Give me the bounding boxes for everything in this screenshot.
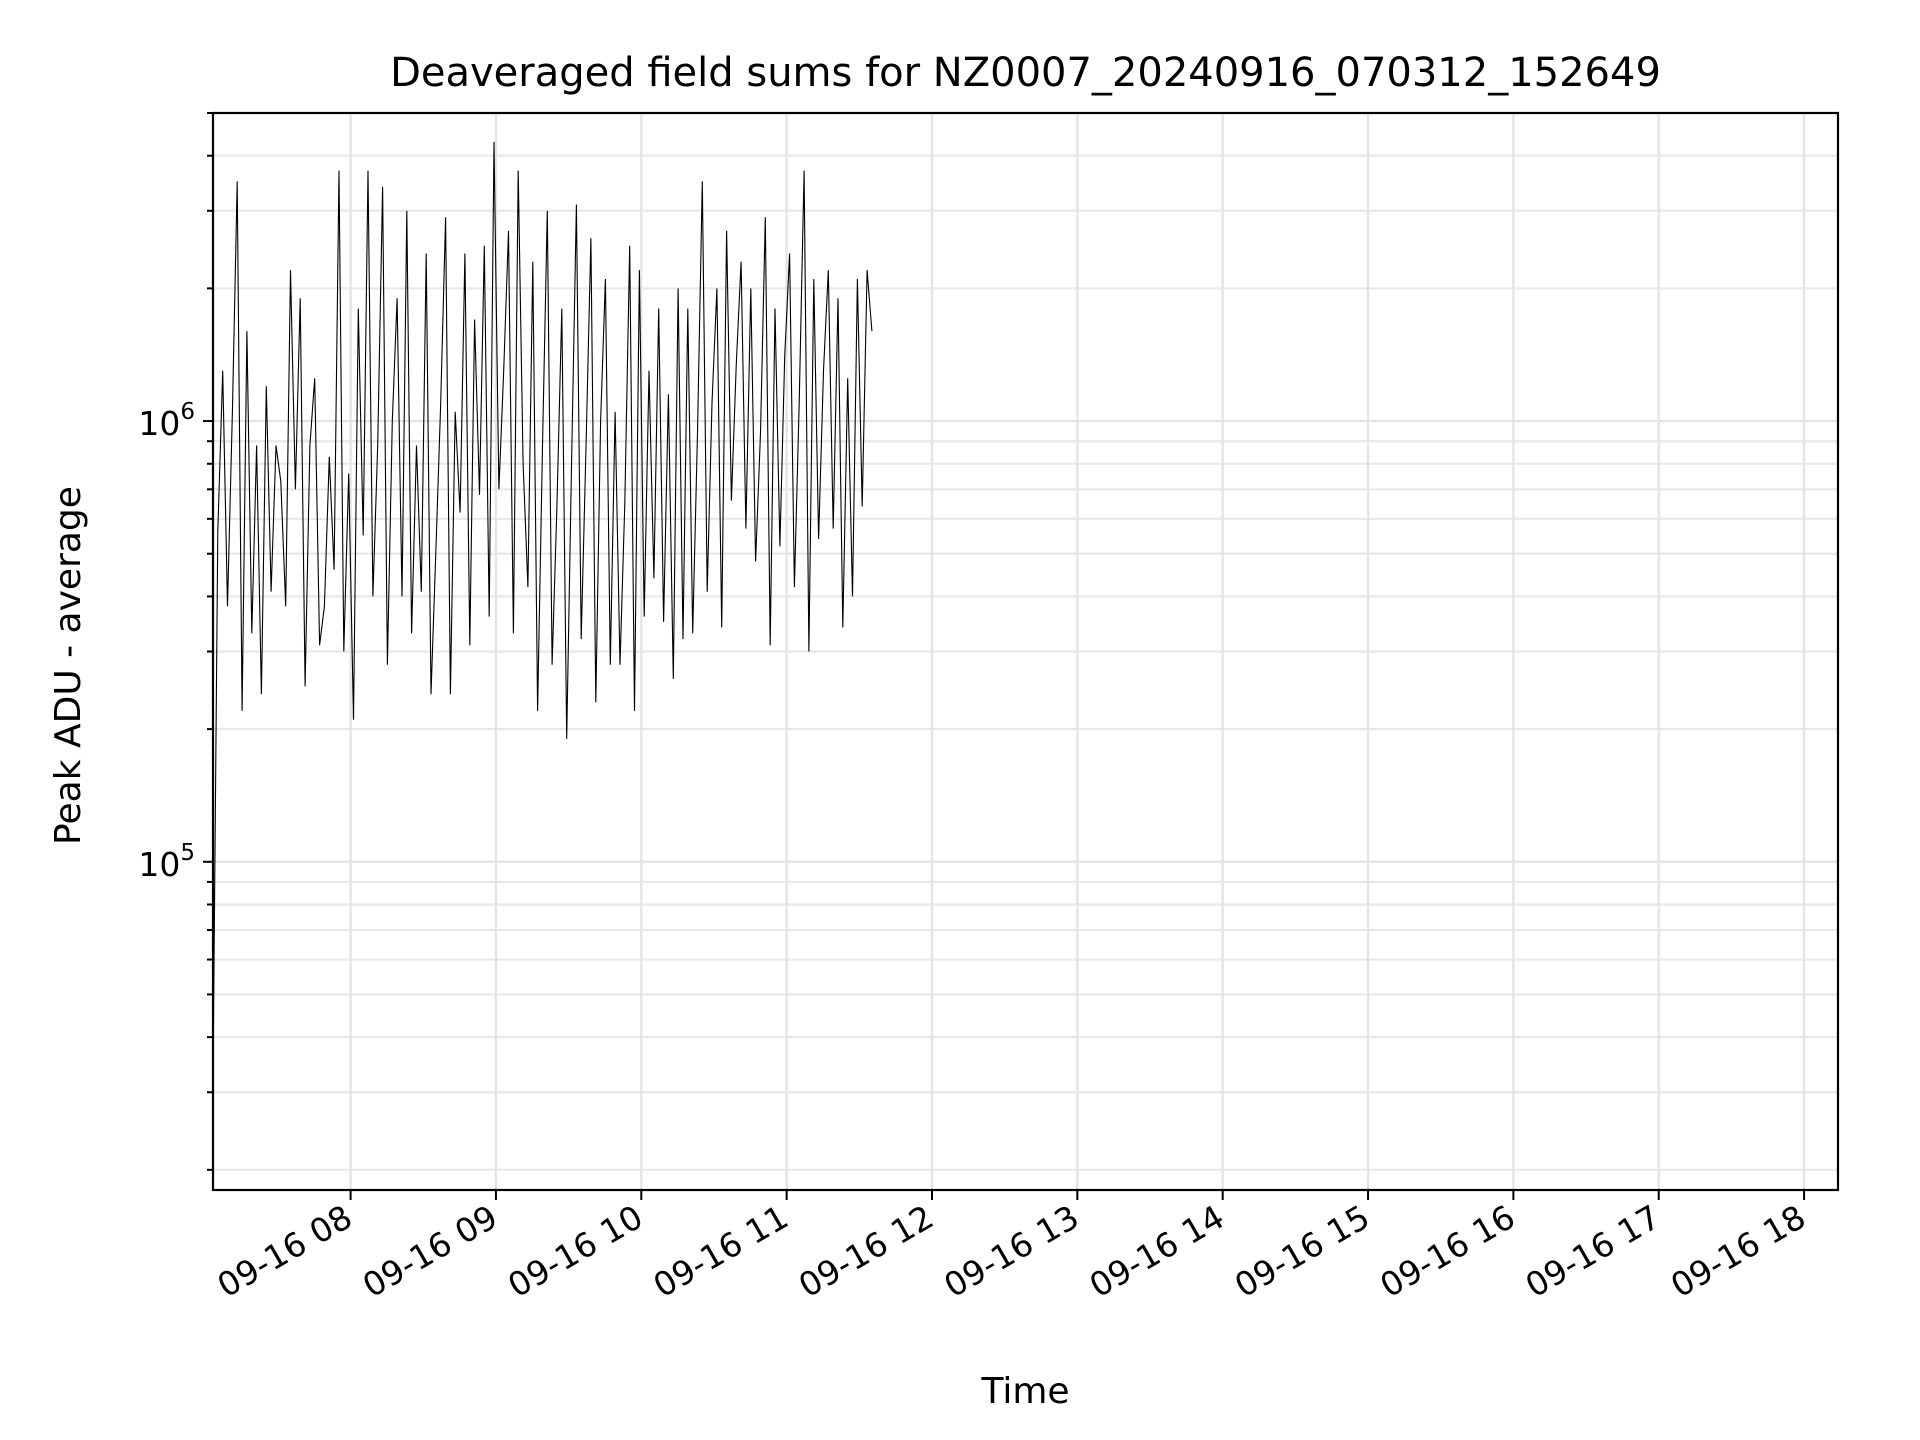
chart-title: Deaveraged field sums for NZ0007_2024091… [390, 50, 1661, 96]
x-tick-label: 09-16 18 [1664, 1197, 1812, 1305]
x-tick-label: 09-16 12 [792, 1197, 940, 1305]
series-line-0 [212, 141, 873, 1080]
y-axis-label: Peak ADU - average [48, 486, 89, 845]
x-tick-label: 09-16 16 [1373, 1197, 1521, 1305]
y-tick-exponent: 6 [180, 399, 195, 425]
y-tick-base: 10 [138, 404, 180, 443]
x-tick-label: 09-16 14 [1083, 1197, 1231, 1305]
y-tick-base: 10 [138, 845, 180, 884]
x-tick-label: 09-16 15 [1228, 1197, 1376, 1305]
x-tick-label: 09-16 08 [211, 1197, 359, 1305]
y-tick-label: 106 [138, 399, 195, 443]
x-tick-label: 09-16 11 [647, 1197, 795, 1305]
x-axis-label: Time [980, 1371, 1069, 1412]
y-tick-exponent: 5 [180, 840, 195, 866]
x-tick-label: 09-16 09 [356, 1197, 504, 1305]
y-tick-label: 105 [138, 840, 195, 884]
x-tick-label: 09-16 10 [501, 1197, 649, 1305]
series-layer [212, 141, 873, 1080]
grid [213, 111, 1838, 1190]
x-tick-label: 09-16 13 [937, 1197, 1085, 1305]
x-tick-label: 09-16 17 [1519, 1197, 1667, 1305]
